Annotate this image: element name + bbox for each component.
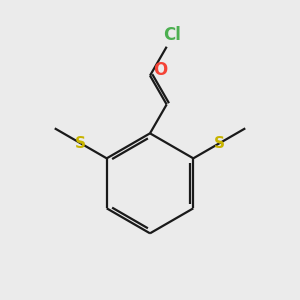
Text: O: O bbox=[153, 61, 167, 79]
Text: S: S bbox=[214, 136, 225, 151]
Text: Cl: Cl bbox=[163, 26, 181, 44]
Text: S: S bbox=[75, 136, 86, 151]
